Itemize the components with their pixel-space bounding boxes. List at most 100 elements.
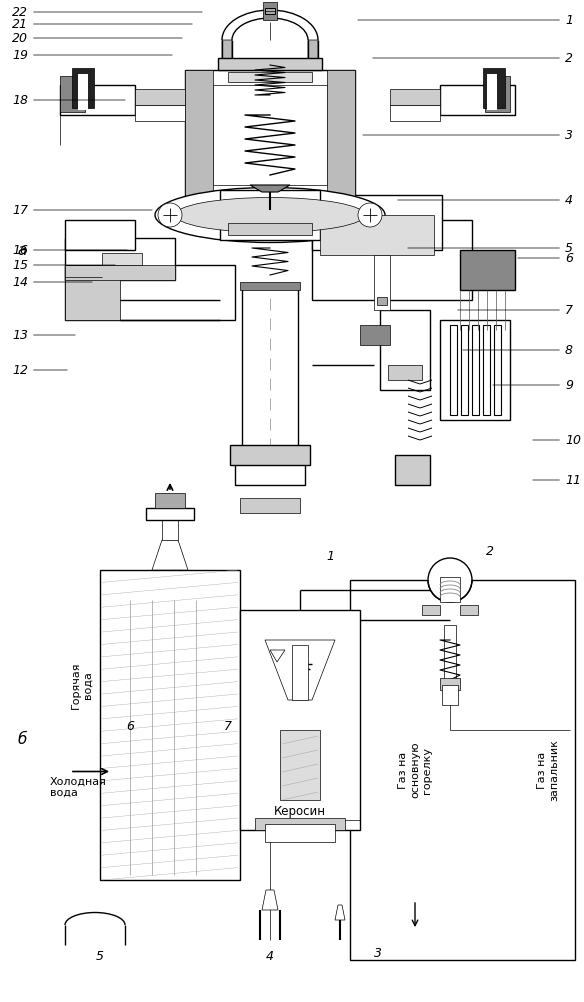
Bar	[390, 105, 440, 121]
Text: 4: 4	[398, 193, 573, 206]
Text: 7: 7	[224, 720, 232, 733]
Text: 3: 3	[363, 128, 573, 141]
Bar	[460, 605, 478, 615]
Text: 16: 16	[12, 243, 127, 257]
Text: 4: 4	[266, 950, 274, 963]
Bar	[65, 265, 120, 320]
Bar	[320, 215, 434, 255]
Bar	[485, 76, 510, 112]
Text: 2: 2	[486, 545, 494, 558]
Bar	[312, 195, 442, 250]
Text: a: a	[18, 242, 27, 258]
Polygon shape	[262, 890, 278, 910]
Bar	[185, 70, 355, 200]
Text: 9: 9	[493, 379, 573, 392]
Bar	[135, 89, 185, 105]
Bar	[220, 190, 320, 240]
Bar	[255, 818, 345, 830]
Bar	[440, 320, 510, 420]
Bar	[483, 325, 490, 415]
Text: 14: 14	[12, 276, 92, 289]
Bar	[185, 70, 213, 200]
Text: б: б	[18, 732, 27, 747]
Polygon shape	[335, 905, 345, 920]
Bar	[135, 105, 185, 121]
Bar	[395, 455, 430, 485]
Bar	[155, 493, 185, 508]
Text: 21: 21	[12, 17, 192, 30]
Text: 17: 17	[12, 203, 152, 216]
Circle shape	[158, 203, 182, 227]
Text: 8: 8	[463, 344, 573, 357]
Text: Холодная
вода: Холодная вода	[50, 777, 107, 798]
Text: 5: 5	[408, 241, 573, 255]
Bar	[494, 325, 501, 415]
Text: 1: 1	[326, 550, 334, 563]
Bar	[450, 325, 457, 415]
Bar	[472, 325, 479, 415]
Bar	[390, 89, 440, 105]
Bar	[440, 85, 515, 115]
Circle shape	[428, 558, 472, 602]
Bar	[60, 76, 85, 112]
Text: 7: 7	[458, 304, 573, 317]
Bar	[78, 74, 88, 110]
Text: 3: 3	[374, 947, 382, 960]
Bar	[162, 520, 178, 540]
Bar	[65, 238, 175, 280]
Bar	[312, 220, 472, 300]
Bar	[0, 510, 584, 1000]
Text: 19: 19	[12, 48, 172, 61]
Text: Газ на
запальник: Газ на запальник	[537, 739, 559, 801]
Text: 1: 1	[358, 13, 573, 26]
Bar	[292, 645, 308, 700]
Polygon shape	[152, 540, 188, 570]
Bar	[213, 85, 327, 185]
Text: 18: 18	[12, 93, 125, 106]
Circle shape	[358, 203, 382, 227]
Bar	[146, 508, 194, 520]
Polygon shape	[222, 40, 232, 68]
Bar	[440, 577, 460, 602]
Text: 22: 22	[12, 5, 202, 18]
Bar	[440, 678, 460, 690]
Bar	[65, 265, 175, 280]
Text: Горячая
вода: Горячая вода	[71, 661, 93, 708]
Text: 6: 6	[518, 252, 573, 265]
Text: Газ на
основную
горелку: Газ на основную горелку	[398, 741, 432, 799]
Bar	[442, 685, 458, 705]
Bar	[60, 85, 135, 115]
Polygon shape	[250, 185, 290, 192]
Bar	[380, 310, 430, 390]
Text: 11: 11	[533, 474, 581, 487]
Bar	[422, 605, 440, 615]
Bar	[360, 325, 390, 345]
Bar	[350, 580, 575, 960]
Ellipse shape	[175, 197, 365, 232]
Polygon shape	[308, 40, 318, 68]
Bar	[487, 74, 497, 110]
Ellipse shape	[155, 187, 385, 242]
Bar	[444, 625, 456, 680]
Bar	[65, 265, 235, 320]
Text: 12: 12	[12, 364, 67, 377]
Text: Керосин: Керосин	[274, 806, 326, 819]
Text: 10: 10	[533, 434, 581, 447]
Bar	[263, 2, 277, 20]
Polygon shape	[270, 650, 285, 662]
Bar	[374, 255, 390, 310]
Bar	[102, 253, 142, 265]
Bar	[72, 68, 94, 108]
Text: 20: 20	[12, 31, 182, 44]
Polygon shape	[265, 640, 335, 700]
Text: 5: 5	[96, 950, 104, 963]
Bar	[0, 0, 584, 502]
Bar	[240, 282, 300, 290]
Bar	[377, 297, 387, 305]
Bar	[461, 325, 468, 415]
Bar	[228, 223, 312, 235]
Bar	[460, 250, 515, 290]
Text: 15: 15	[12, 259, 115, 272]
Bar	[483, 68, 505, 108]
Bar	[265, 8, 275, 14]
